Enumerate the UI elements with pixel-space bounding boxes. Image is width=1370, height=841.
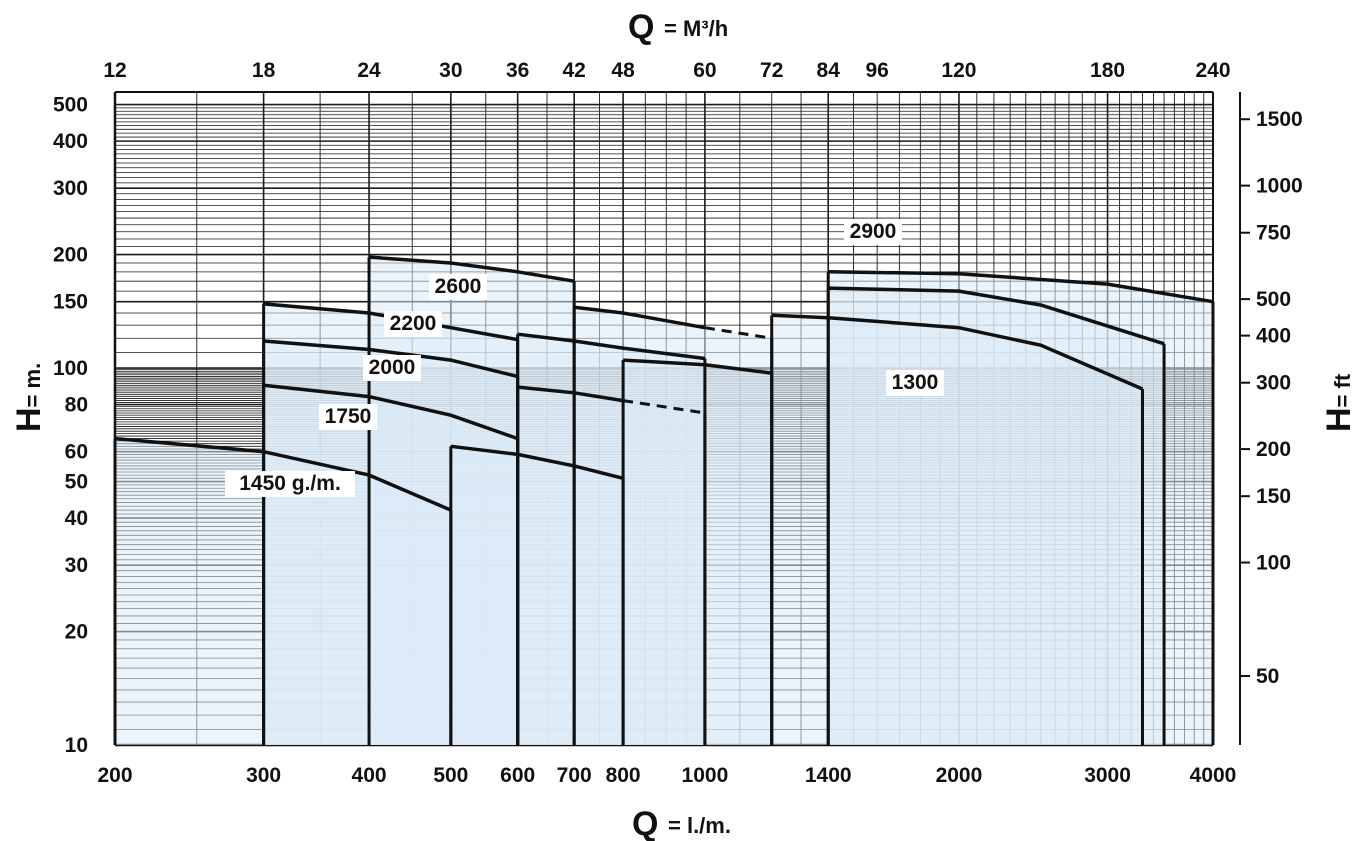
- y-title-left-unit: = m.: [20, 363, 45, 408]
- curve-label: 1750: [325, 405, 372, 428]
- y-tick-label-left: 500: [53, 94, 88, 117]
- y-title-right-unit: = ft: [1330, 373, 1355, 407]
- head-curve: [828, 270, 1214, 304]
- y-tick-label-left: 150: [53, 291, 88, 314]
- y-tick-label-left: 400: [53, 130, 88, 153]
- y-title-left: H= m.: [10, 363, 48, 432]
- curve-label-bg: [844, 219, 902, 245]
- x-tick-label-top: 72: [760, 59, 783, 82]
- x-tick-label-top: 84: [817, 59, 841, 82]
- curve-label: 1450 g./m.: [239, 472, 341, 495]
- curve-label: 2600: [435, 275, 482, 298]
- x-tick-label-bottom: 800: [606, 764, 641, 787]
- x-tick-label-bottom: 700: [557, 764, 592, 787]
- head-curve: [517, 332, 706, 361]
- y-title-left-symbol: H: [10, 407, 48, 432]
- curve-label-bg: [384, 311, 442, 337]
- y-tick-label-left: 300: [53, 177, 88, 200]
- x-tick-label-top: 24: [357, 59, 381, 82]
- x-title-top-symbol: Q: [628, 8, 654, 46]
- y-tick-label-left: 40: [65, 507, 88, 530]
- x-tick-label-top: 42: [562, 59, 585, 82]
- x-tick-label-bottom: 4000: [1190, 764, 1237, 787]
- curve-label: 2200: [390, 312, 437, 335]
- x-title-top-unit: = M³/h: [664, 16, 728, 41]
- x-tick-label-bottom: 2000: [936, 764, 983, 787]
- y-tick-label-left: 20: [65, 621, 88, 644]
- head-curve: [263, 339, 519, 379]
- y-tick-label-left: 200: [53, 244, 88, 267]
- y-tick-label-left: 50: [65, 471, 88, 494]
- y-title-right-symbol: H: [1320, 407, 1358, 432]
- x-title-bottom-unit: = l./m.: [668, 813, 731, 838]
- head-curve-dashed: [704, 326, 772, 340]
- curve-label: 1300: [892, 371, 939, 394]
- x-tick-label-top: 120: [941, 59, 976, 82]
- y-tick-label-right: 1000: [1256, 175, 1303, 198]
- head-curve-dashed: [622, 399, 706, 415]
- y-tick-label-right: 200: [1256, 438, 1291, 461]
- curve-label: 2900: [850, 220, 897, 243]
- y-tick-label-right: 750: [1256, 222, 1291, 245]
- y-tick-label-right: 1500: [1256, 108, 1303, 131]
- y-tick-label-left: 10: [65, 734, 88, 757]
- head-curve: [368, 255, 575, 283]
- head-curve: [114, 436, 452, 512]
- head-curve: [573, 305, 706, 330]
- x-tick-label-bottom: 600: [500, 764, 535, 787]
- x-tick-label-top: 180: [1090, 59, 1125, 82]
- y-tick-label-right: 150: [1256, 485, 1291, 508]
- y-title-right: H= ft: [1320, 373, 1358, 432]
- curve-label-bg: [319, 404, 377, 430]
- coverage-area-layer: [115, 257, 1213, 745]
- x-tick-label-bottom: 1000: [682, 764, 729, 787]
- head-curve: [450, 444, 624, 480]
- y-tick-label-right: 100: [1256, 552, 1291, 575]
- curve-label: 2000: [369, 356, 416, 379]
- x-title-bottom-symbol: Q: [632, 805, 658, 841]
- y-tick-label-right: 400: [1256, 325, 1291, 348]
- y-tick-label-left: 100: [53, 357, 88, 380]
- x-tick-label-top: 36: [506, 59, 529, 82]
- x-tick-label-top: 30: [439, 59, 462, 82]
- curve-label-bg: [886, 370, 944, 396]
- x-tick-label-bottom: 500: [433, 764, 468, 787]
- curve-label-bg: [225, 471, 355, 497]
- x-tick-label-bottom: 3000: [1084, 764, 1131, 787]
- y-tick-label-left: 80: [65, 394, 88, 417]
- curve-label-layer: 1450 g./m. 1750 2000 2200 2600 1300 2900: [225, 219, 944, 497]
- y-tick-label-left: 60: [65, 441, 88, 464]
- head-curve: [828, 286, 1165, 346]
- y-tick-label-left: 30: [65, 554, 88, 577]
- x-tick-label-top: 12: [103, 59, 126, 82]
- x-tick-label-top: 96: [865, 59, 888, 82]
- curve-layer: [113, 255, 1215, 745]
- head-curve: [263, 383, 519, 441]
- y-tick-label-right: 50: [1256, 665, 1279, 688]
- coverage-area: [574, 307, 772, 745]
- curve-label-bg: [363, 355, 421, 381]
- x-tick-label-bottom: 300: [246, 764, 281, 787]
- tick-label-layer: 200 300 400 500 600 700 800 1000 1400 2000 3000 400…: [53, 59, 1303, 787]
- y-tick-label-right: 500: [1256, 288, 1291, 311]
- x-tick-label-top: 48: [611, 59, 635, 82]
- head-curve: [771, 313, 1144, 391]
- y-tick-label-right: 300: [1256, 372, 1291, 395]
- x-tick-label-top: 60: [693, 59, 716, 82]
- x-tick-label-top: 240: [1195, 59, 1230, 82]
- x-tick-label-top: 18: [252, 59, 276, 82]
- x-tick-label-bottom: 1400: [805, 764, 852, 787]
- curve-label-bg: [429, 274, 487, 300]
- x-tick-label-bottom: 400: [352, 764, 387, 787]
- x-tick-label-bottom: 200: [97, 764, 132, 787]
